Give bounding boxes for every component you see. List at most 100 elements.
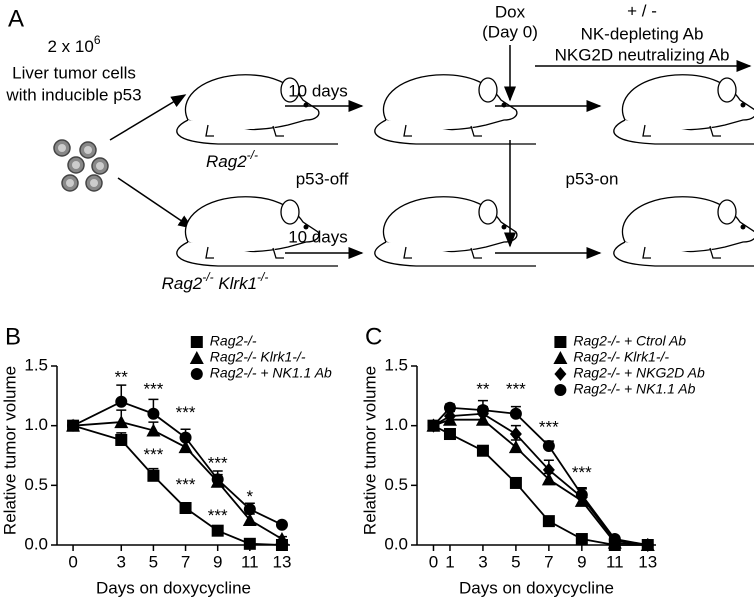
treatment: + / -: [627, 1, 657, 20]
mouse: [374, 74, 537, 145]
phase: p53-on: [566, 169, 619, 188]
mouse: [613, 196, 754, 267]
panel-label: B: [5, 323, 21, 350]
tumor-cells: [53, 139, 109, 192]
marker: [553, 351, 568, 364]
y-tick-label: 1.0: [384, 415, 408, 434]
x-tick-label: 11: [606, 552, 624, 571]
cell-count: 2 x 106: [48, 33, 101, 56]
marker: [274, 532, 289, 546]
y-tick-label: 0.0: [24, 534, 48, 553]
arrow: [117, 177, 194, 229]
x-tick-label: 9: [213, 552, 222, 571]
x-tick-label: 3: [117, 552, 126, 571]
marker: [476, 404, 489, 417]
marker: [147, 469, 160, 482]
y-tick-label: 1.5: [384, 355, 408, 374]
arrow: [109, 94, 187, 141]
significance: ***: [572, 463, 592, 482]
significance: ***: [506, 379, 526, 398]
marker: [443, 428, 456, 441]
y-tick-label: 0.0: [384, 534, 408, 553]
x-tick-label: 1: [445, 552, 454, 571]
marker: [476, 444, 489, 457]
marker: [67, 419, 80, 432]
x-tick-label: 5: [149, 552, 158, 571]
significance: **: [115, 367, 129, 386]
x-axis-title: Days on doxycycline: [459, 578, 614, 597]
marker: [178, 440, 193, 454]
marker: [147, 407, 160, 420]
significance: **: [476, 379, 490, 398]
marker: [509, 476, 522, 489]
panel-label: A: [8, 5, 24, 32]
panel-a: A 2 x 106 Liver tumor cells with inducib…: [5, 1, 754, 293]
significance: ***: [208, 506, 228, 525]
significance: ***: [143, 445, 163, 464]
x-tick-label: 0: [429, 552, 438, 571]
marker: [542, 462, 555, 477]
marker: [542, 439, 555, 452]
x-axis-title: Days on doxycycline: [96, 578, 251, 597]
cell-desc: with inducible p53: [5, 85, 141, 104]
y-axis-title: Relative tumor volume: [360, 366, 379, 535]
series-line: [433, 424, 648, 546]
marker: [509, 427, 522, 442]
x-tick-label: 3: [478, 552, 487, 571]
marker: [554, 384, 567, 396]
y-tick-label: 1.5: [24, 355, 48, 374]
marker: [541, 472, 556, 486]
marker: [190, 368, 203, 380]
mouse: [374, 196, 537, 267]
strain-label: Rag2-/-: [206, 148, 258, 171]
legend-label: Rag2-/- Klrk1-/-: [573, 349, 669, 365]
marker: [275, 518, 288, 531]
x-tick-label: 13: [273, 552, 292, 571]
marker: [608, 533, 621, 546]
marker: [427, 419, 440, 432]
panel-label: C: [365, 323, 382, 350]
legend-label: Rag2-/- Klrk1-/-: [210, 349, 306, 365]
legend-label: Rag2-/- + NKG2D Ab: [573, 365, 705, 381]
marker: [243, 503, 256, 516]
significance: *: [247, 487, 254, 506]
dox: Dox: [495, 2, 526, 21]
legend-label: Rag2-/-: [210, 333, 257, 349]
significance: ***: [176, 403, 196, 422]
y-tick-label: 0.5: [24, 475, 48, 494]
marker: [575, 533, 588, 546]
y-tick-label: 1.0: [24, 415, 48, 434]
y-axis-title: Relative tumor volume: [0, 366, 19, 535]
x-tick-label: 5: [511, 552, 520, 571]
significance: ***: [208, 453, 228, 472]
marker: [554, 367, 567, 381]
mouse: [613, 74, 754, 145]
marker: [146, 423, 161, 437]
marker: [641, 539, 654, 551]
x-tick-label: 11: [241, 552, 259, 571]
marker: [179, 502, 192, 515]
marker: [575, 488, 588, 501]
legend-label: Rag2-/- + NK1.1 Ab: [573, 381, 695, 397]
legend-label: Rag2-/- + Ctrol Ab: [573, 333, 686, 349]
marker: [189, 351, 204, 364]
marker: [211, 524, 224, 537]
marker: [509, 407, 522, 420]
cell-desc: Liver tumor cells: [12, 63, 136, 82]
marker: [554, 336, 567, 348]
significance: ***: [539, 418, 559, 437]
x-tick-label: 7: [544, 552, 553, 571]
x-tick-label: 13: [638, 552, 657, 571]
significance: ***: [143, 379, 163, 398]
strain-label: Rag2-/- Klrk1-/-: [162, 270, 269, 293]
marker: [542, 515, 555, 528]
x-tick-label: 7: [181, 552, 190, 571]
marker: [443, 401, 456, 414]
interval: 10 days: [288, 81, 348, 100]
legend-label: Rag2-/- + NK1.1 Ab: [210, 365, 332, 381]
marker: [179, 431, 192, 444]
marker: [115, 433, 128, 446]
marker: [242, 512, 257, 526]
antibody: NKG2D neutralizing Ab: [555, 45, 730, 64]
